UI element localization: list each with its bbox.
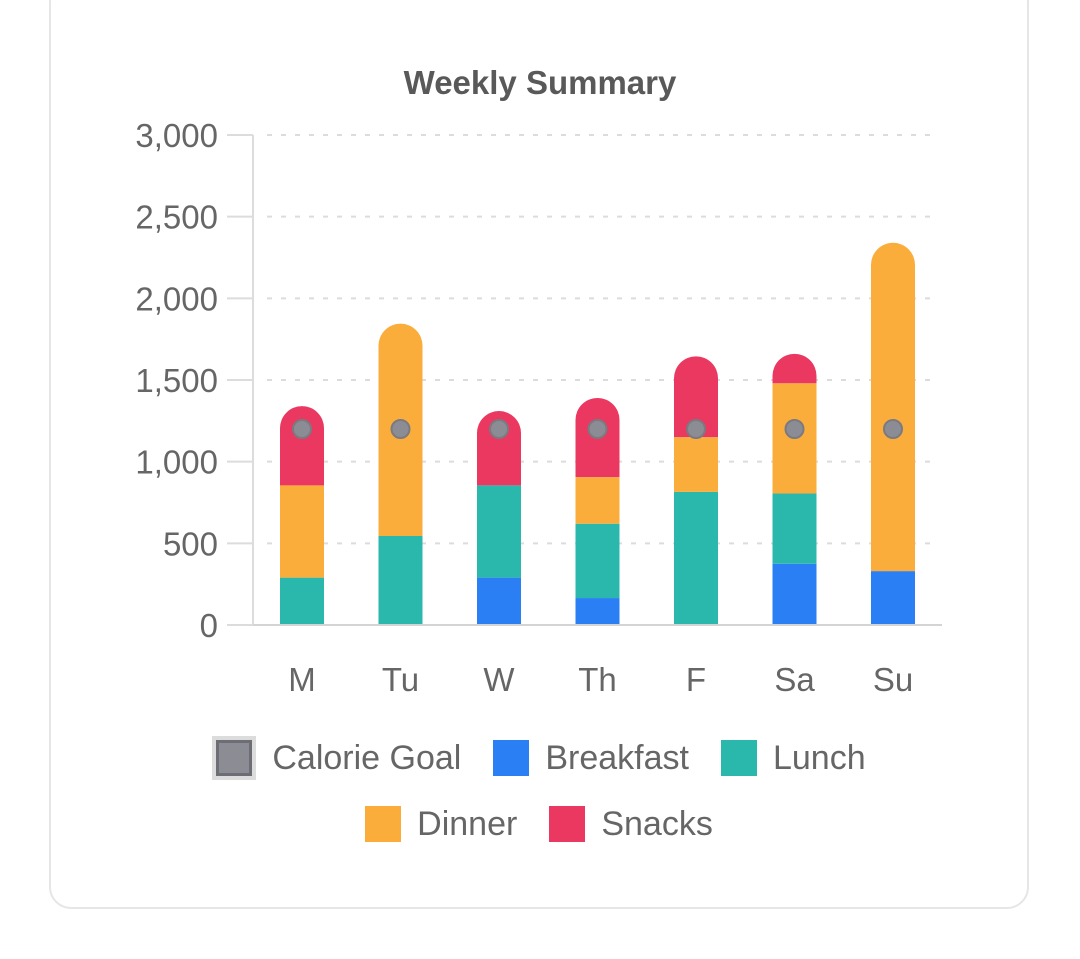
goal-point-Th[interactable]: [587, 419, 608, 439]
bar-snacks-W[interactable]: [477, 411, 521, 486]
x-tick-label-W: W: [483, 661, 515, 698]
legend-item-snacks[interactable]: Snacks: [549, 802, 713, 846]
x-tick-label-M: M: [288, 661, 316, 698]
y-tick-label: 1,500: [135, 362, 218, 399]
bar-lunch-Tu[interactable]: [378, 535, 423, 625]
goal-point-Su[interactable]: [883, 419, 903, 439]
legend-item-breakfast[interactable]: Breakfast: [493, 736, 689, 780]
legend-row-1: Calorie Goal Breakfast Lunch: [49, 736, 1029, 780]
legend-label-calorie-goal: Calorie Goal: [272, 738, 462, 777]
legend-label-breakfast: Breakfast: [545, 738, 689, 777]
legend-swatch-lunch: [720, 740, 757, 776]
goal-point-M[interactable]: [292, 419, 312, 439]
bar-lunch-Th[interactable]: [575, 523, 620, 599]
legend-label-lunch: Lunch: [772, 738, 866, 777]
goal-point-Sa[interactable]: [784, 419, 805, 439]
bar-lunch-Sa[interactable]: [772, 493, 817, 564]
bar-snacks-F[interactable]: [674, 356, 718, 438]
legend-row-2: Dinner Snacks: [49, 802, 1029, 846]
bar-lunch-M[interactable]: [280, 577, 324, 625]
legend-swatch-calorie-goal: [212, 736, 257, 780]
legend-swatch-breakfast: [493, 740, 530, 776]
bar-breakfast-Sa[interactable]: [772, 563, 817, 625]
x-tick-label-F: F: [686, 661, 706, 698]
y-tick-label: 2,500: [135, 199, 218, 236]
legend-label-dinner: Dinner: [417, 804, 518, 843]
goal-point-W[interactable]: [489, 419, 509, 439]
goal-point-Tu[interactable]: [390, 419, 411, 439]
bar-dinner-M[interactable]: [280, 485, 324, 578]
legend-item-calorie-goal[interactable]: Calorie Goal: [212, 736, 461, 780]
y-tick-label: 1,000: [135, 444, 218, 481]
x-tick-label-Su: Su: [873, 661, 913, 698]
bar-dinner-Th[interactable]: [575, 477, 620, 524]
y-tick-label: 3,000: [135, 117, 218, 154]
chart-title: Weekly Summary: [404, 64, 677, 101]
bar-dinner-Su[interactable]: [871, 242, 915, 572]
chart-card: [49, 0, 1029, 909]
legend-label-snacks: Snacks: [601, 804, 713, 843]
y-tick-label: 500: [163, 525, 218, 562]
bar-breakfast-Th[interactable]: [575, 598, 620, 625]
x-tick-label-Sa: Sa: [774, 661, 815, 698]
bar-snacks-Sa[interactable]: [772, 353, 817, 384]
bar-lunch-F[interactable]: [674, 491, 718, 625]
y-tick-label: 2,000: [135, 280, 218, 317]
x-tick-label-Th: Th: [578, 661, 617, 698]
legend-swatch-snacks: [549, 806, 586, 842]
bar-breakfast-Su[interactable]: [871, 571, 915, 625]
bar-dinner-F[interactable]: [674, 437, 718, 492]
goal-point-F[interactable]: [686, 419, 706, 439]
y-tick-label: 0: [200, 607, 218, 644]
bar-breakfast-W[interactable]: [477, 577, 521, 625]
legend-item-lunch[interactable]: Lunch: [720, 736, 866, 780]
legend-item-dinner[interactable]: Dinner: [365, 802, 517, 846]
bar-snacks-M[interactable]: [280, 406, 324, 486]
x-tick-label-Tu: Tu: [382, 661, 419, 698]
bar-lunch-W[interactable]: [477, 485, 521, 578]
legend-swatch-dinner: [365, 806, 402, 842]
